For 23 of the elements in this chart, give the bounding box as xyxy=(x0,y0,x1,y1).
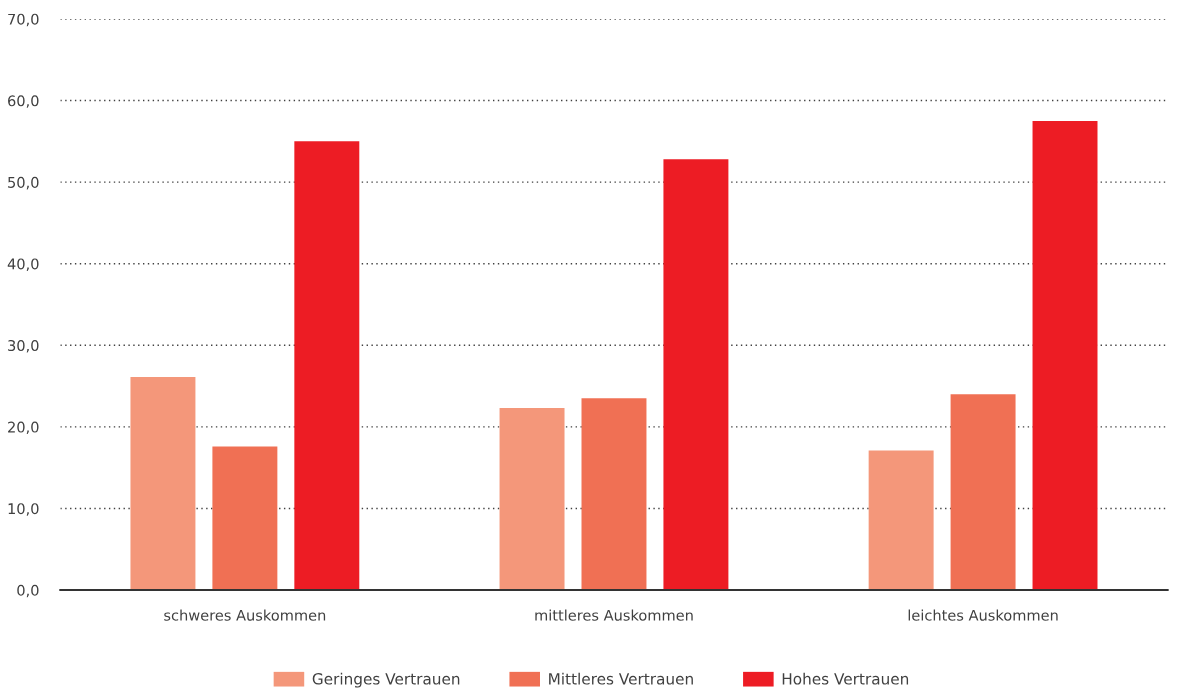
bar xyxy=(581,398,647,591)
bar xyxy=(663,159,729,591)
legend-label: Geringes Vertrauen xyxy=(312,672,460,688)
legend-label: Mittleres Vertrauen xyxy=(549,672,693,685)
bar xyxy=(212,446,278,591)
bar xyxy=(294,141,360,591)
y-tick-label: 20,0 xyxy=(8,421,39,435)
x-tick-label: schweres Auskommen xyxy=(164,609,326,621)
x-tick-label: mittleres Auskommen xyxy=(535,609,693,621)
y-tick-label: 10,0 xyxy=(8,503,39,516)
y-tick-label: 0,0 xyxy=(17,584,39,598)
y-tick-label: 50,0 xyxy=(8,176,39,190)
bar xyxy=(1032,120,1098,591)
bar xyxy=(950,394,1016,591)
bar xyxy=(868,450,934,591)
y-tick-label: 40,0 xyxy=(7,258,39,271)
legend-label: Hohes Vertrauen xyxy=(782,672,909,685)
x-tick-label: leichtes Auskommen xyxy=(908,609,1058,621)
y-tick-label: 60,0 xyxy=(8,95,39,108)
bar xyxy=(499,408,565,591)
bar xyxy=(130,377,196,591)
y-tick-label: 70,0 xyxy=(8,13,39,27)
y-tick-label: 30,0 xyxy=(8,340,39,353)
